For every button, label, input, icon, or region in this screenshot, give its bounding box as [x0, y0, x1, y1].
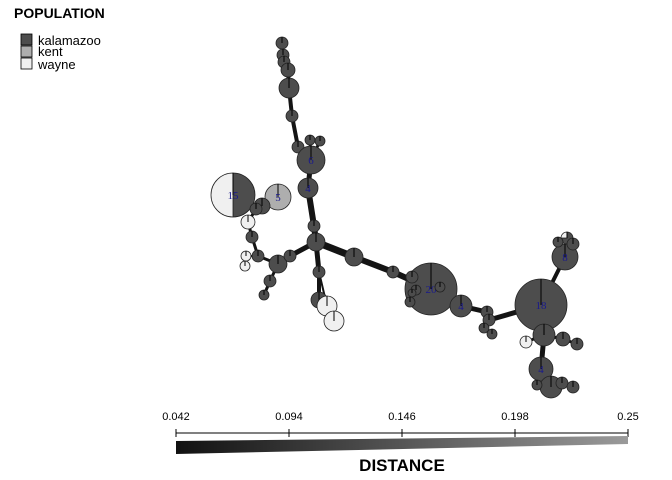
- tick-label: 0.25: [617, 411, 638, 423]
- node-slice-kalamazoo: [232, 172, 256, 218]
- tick-label: 0.042: [162, 411, 190, 423]
- network-node: [405, 270, 419, 284]
- legend-swatch-kent: [20, 45, 33, 58]
- tick-label: 0.146: [388, 411, 416, 423]
- nodes-layer: 6 4 15 5 20 4 18 8 4: [210, 36, 584, 399]
- network-node: 6: [296, 145, 326, 175]
- node-slice-wayne: [560, 231, 568, 239]
- network-node: 5: [264, 183, 292, 211]
- network-node: [240, 250, 252, 262]
- network-node: [566, 380, 580, 394]
- legend-swatch-wayne: [20, 57, 33, 70]
- colorbar-wedge: [176, 436, 628, 454]
- network-node: [566, 237, 580, 251]
- network-node: [240, 214, 256, 230]
- network-node: [552, 236, 564, 248]
- node-label: 20: [426, 284, 438, 296]
- distance-colorbar: 0.042 0.094 0.146 0.198 0.25 DISTANCE: [162, 411, 638, 475]
- legend: POPULATION kalamazoo kent wayne: [14, 5, 105, 72]
- node-label: 8: [562, 252, 568, 264]
- network-node: [407, 288, 417, 298]
- network-node: 8: [551, 243, 579, 271]
- network-node: [344, 247, 364, 267]
- node-label: 4: [458, 301, 464, 313]
- network-node: [404, 296, 416, 308]
- network-node: [307, 219, 321, 233]
- legend-label-wayne: wayne: [37, 57, 76, 72]
- network-node: [486, 328, 498, 340]
- network-node: [434, 281, 446, 293]
- network-node: [304, 134, 316, 146]
- network-node: [280, 62, 296, 78]
- legend-title: POPULATION: [14, 5, 105, 21]
- network-node: [285, 109, 299, 123]
- tick-label: 0.198: [501, 411, 529, 423]
- network-node: [245, 230, 259, 244]
- network-node: [275, 36, 289, 50]
- network-node: 4: [449, 294, 473, 318]
- network-node: 15: [210, 172, 256, 218]
- tick-label: 0.094: [275, 411, 303, 423]
- network-node: [555, 331, 571, 347]
- network-node: [268, 254, 288, 274]
- network-node: [386, 265, 400, 279]
- network-node: [323, 310, 345, 332]
- network-node: [278, 77, 300, 99]
- network-node: [258, 289, 270, 301]
- network-node: [478, 322, 490, 334]
- legend-label-kent: kent: [38, 44, 63, 59]
- network-node: [249, 202, 263, 216]
- node-label: 4: [538, 364, 544, 376]
- network-node: 4: [297, 177, 319, 199]
- legend-label-kalamazoo: kalamazoo: [38, 33, 101, 48]
- node-label: 15: [228, 190, 240, 202]
- legend-swatch-kalamazoo: [20, 33, 33, 46]
- network-node: [570, 337, 584, 351]
- network-node: [532, 323, 556, 347]
- network-node: [263, 274, 277, 288]
- distance-axis-title: DISTANCE: [359, 456, 445, 475]
- node-label: 5: [275, 192, 281, 204]
- node-label: 6: [308, 155, 314, 167]
- network-node: 4: [528, 356, 554, 382]
- network-node: [519, 335, 533, 349]
- network-node: [251, 249, 265, 263]
- network-node: [239, 260, 251, 272]
- node-slice-wayne: [210, 172, 234, 218]
- network-node: 18: [514, 278, 568, 332]
- network-node: [531, 379, 543, 391]
- network-node: [555, 376, 569, 390]
- network-node: [306, 232, 326, 252]
- node-label: 4: [305, 183, 311, 195]
- network-node: [314, 135, 326, 147]
- node-label: 18: [536, 300, 548, 312]
- network-node: [283, 249, 297, 263]
- network-node: [312, 265, 326, 279]
